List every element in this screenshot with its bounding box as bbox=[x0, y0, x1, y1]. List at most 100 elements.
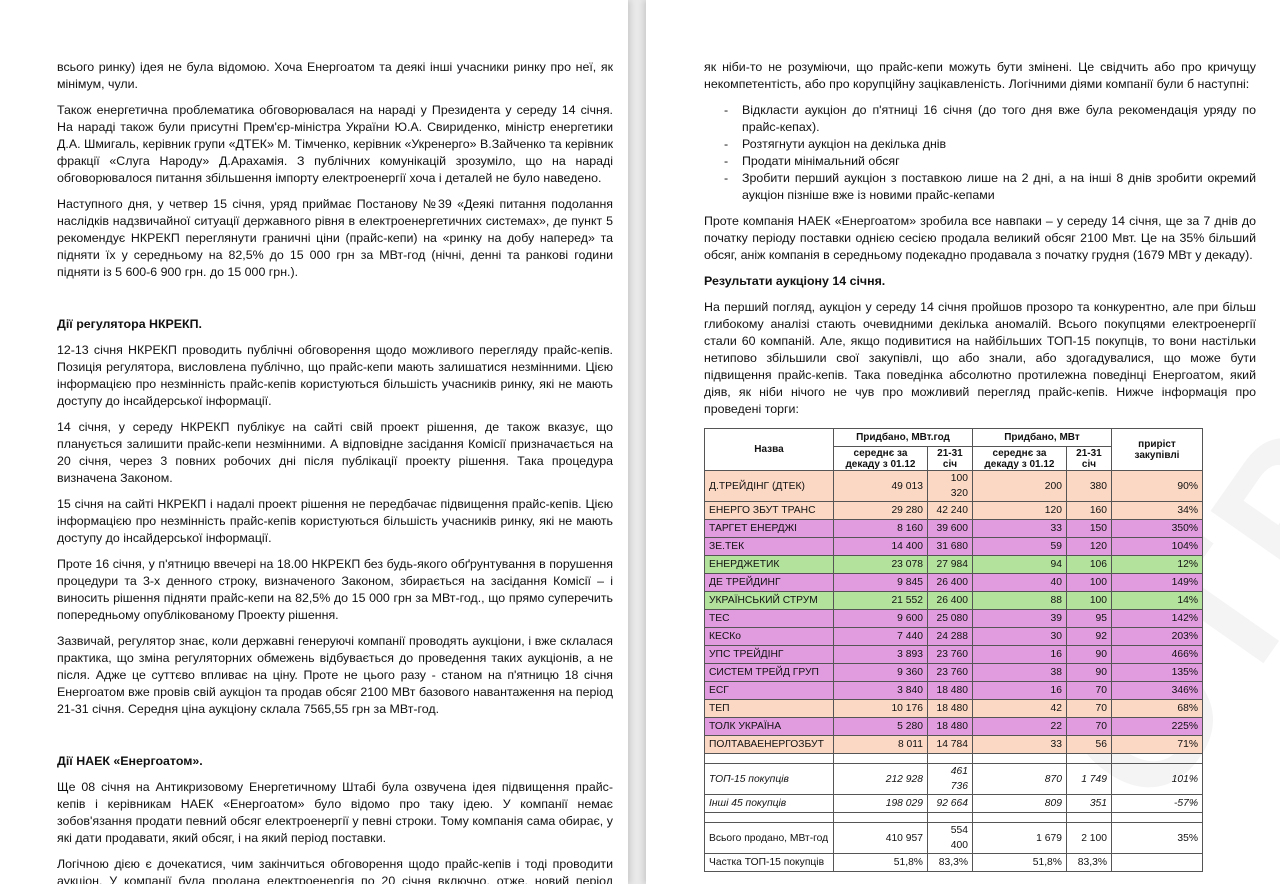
cell-name: ДЕ ТРЕЙДИНГ bbox=[704, 573, 834, 592]
paragraph: 14 січня, у середу НКРЕКП публікує на са… bbox=[57, 420, 613, 485]
cell-value: 40 bbox=[971, 573, 1067, 592]
cell-value: 51,8% bbox=[833, 853, 928, 872]
cell-value bbox=[971, 753, 1067, 764]
table-row bbox=[704, 812, 1203, 823]
cell-value: 42 240 bbox=[926, 501, 973, 520]
cell-value bbox=[926, 753, 973, 764]
cell-value: 27 984 bbox=[926, 555, 973, 574]
section-heading: Дії регулятора НКРЕКП. bbox=[57, 317, 202, 331]
right-page: СТРАНА як ніби-то не розуміючи, що прайс… bbox=[646, 0, 1280, 884]
cell-value bbox=[1111, 812, 1203, 823]
left-page-content: всього ринку) ідея не була відомою. Хоча… bbox=[57, 59, 613, 884]
cell-value: 22 bbox=[971, 717, 1067, 736]
cell-value bbox=[833, 812, 928, 823]
cell-value bbox=[833, 753, 928, 764]
spacer bbox=[57, 727, 613, 753]
cell-value: 14% bbox=[1111, 591, 1203, 610]
cell-value: 83,3% bbox=[1065, 853, 1113, 872]
cell-value: 8 160 bbox=[833, 519, 928, 538]
table-row: Інші 45 покупців 198 029 92 664 809 351 -57% bbox=[704, 794, 1203, 813]
cell-value: 23 078 bbox=[833, 555, 928, 574]
table-row: ЕНЕРДЖЕТИК 23 078 27 984 94 106 12% bbox=[704, 555, 1203, 574]
right-page-content: як ніби-то не розуміючи, що прайс-кепи м… bbox=[704, 59, 1256, 872]
cell-name: ТОП-15 покупців bbox=[704, 763, 834, 795]
cell-value: 14 400 bbox=[833, 537, 928, 556]
bullet-item: Відкласти аукціон до п'ятниці 16 січня (… bbox=[704, 102, 1256, 136]
table-row: ТОП-15 покупців 212 928 461 736 870 1 749 101… bbox=[704, 763, 1203, 795]
cell-value: 2 100 bbox=[1065, 822, 1113, 854]
cell-value: 95 bbox=[1065, 609, 1113, 628]
table-row: ТАРГЕТ ЕНЕРДЖІ 8 160 39 600 33 150 350% bbox=[704, 519, 1203, 538]
cell-value: 380 bbox=[1065, 470, 1113, 502]
cell-name: СИСТЕМ ТРЕЙД ГРУП bbox=[704, 663, 834, 682]
table-row: УКРАЇНСЬКИЙ СТРУМ 21 552 26 400 88 100 14% bbox=[704, 591, 1203, 610]
table-row: ЗЕ.ТЕК 14 400 31 680 59 120 104% bbox=[704, 537, 1203, 556]
cell-value: 23 760 bbox=[926, 663, 973, 682]
cell-value: 90% bbox=[1111, 470, 1203, 502]
cell-value: 29 280 bbox=[833, 501, 928, 520]
table-row: Д.ТРЕЙДІНГ (ДТЕК) 49 013 100 320 200 380 90% bbox=[704, 470, 1203, 502]
cell-value: 70 bbox=[1065, 681, 1113, 700]
cell-value: 14 784 bbox=[926, 735, 973, 754]
cell-value: 83,3% bbox=[926, 853, 973, 872]
cell-value: 18 480 bbox=[926, 717, 973, 736]
cell-value: 870 bbox=[971, 763, 1067, 795]
cell-name: ТЕП bbox=[704, 699, 834, 718]
table-row: ТОЛК УКРАЇНА 5 280 18 480 22 70 225% bbox=[704, 717, 1203, 736]
bullet-item: Зробити перший аукціон з поставкою лише … bbox=[704, 170, 1256, 204]
cell-value: 106 bbox=[1065, 555, 1113, 574]
cell-value: 200 bbox=[971, 470, 1067, 502]
cell-value: 7 440 bbox=[833, 627, 928, 646]
cell-value: 3 840 bbox=[833, 681, 928, 700]
header-purchased-mw: Придбано, МВт bbox=[971, 428, 1113, 447]
cell-name: УПС ТРЕЙДІНГ bbox=[704, 645, 834, 664]
paragraph: Проте компанія НАЕК «Енергоатом» зробила… bbox=[704, 214, 1256, 262]
cell-value: 9 845 bbox=[833, 573, 928, 592]
cell-value bbox=[1065, 812, 1113, 823]
cell-value: 92 664 bbox=[926, 794, 973, 813]
cell-name: УКРАЇНСЬКИЙ СТРУМ bbox=[704, 591, 834, 610]
section-heading: Дії НАЕК «Енергоатом». bbox=[57, 754, 203, 768]
table-row bbox=[704, 753, 1203, 764]
paragraph: Зазвичай, регулятор знає, коли державні … bbox=[57, 634, 613, 716]
cell-value: 160 bbox=[1065, 501, 1113, 520]
cell-value: 16 bbox=[971, 681, 1067, 700]
cell-value bbox=[1065, 753, 1113, 764]
cell-value: 90 bbox=[1065, 645, 1113, 664]
cell-name: ТЕС bbox=[704, 609, 834, 628]
table-row: Частка ТОП-15 покупців 51,8% 83,3% 51,8% 83,… bbox=[704, 853, 1203, 872]
cell-value bbox=[971, 812, 1067, 823]
cell-value bbox=[926, 812, 973, 823]
table-row: УПС ТРЕЙДІНГ 3 893 23 760 16 90 466% bbox=[704, 645, 1203, 664]
cell-name: ТАРГЕТ ЕНЕРДЖІ bbox=[704, 519, 834, 538]
cell-value: -57% bbox=[1111, 794, 1203, 813]
table-row: ДЕ ТРЕЙДИНГ 9 845 26 400 40 100 149% bbox=[704, 573, 1203, 592]
spacer bbox=[57, 290, 613, 316]
table-row: ТЕС 9 600 25 080 39 95 142% bbox=[704, 609, 1203, 628]
cell-value: 150 bbox=[1065, 519, 1113, 538]
cell-value: 16 bbox=[971, 645, 1067, 664]
cell-value: 3 893 bbox=[833, 645, 928, 664]
cell-value: 1 679 bbox=[971, 822, 1067, 854]
section-heading: Результати аукціону 14 січня. bbox=[704, 274, 886, 288]
cell-value: 149% bbox=[1111, 573, 1203, 592]
cell-value: 39 bbox=[971, 609, 1067, 628]
cell-value: 70 bbox=[1065, 699, 1113, 718]
cell-value: 100 bbox=[1065, 573, 1113, 592]
cell-value: 30 bbox=[971, 627, 1067, 646]
bullet-item: Розтягнути аукціон на декілька днів bbox=[704, 136, 1256, 153]
paragraph: Проте 16 січня, у п'ятницю ввечері на 18… bbox=[57, 557, 613, 622]
cell-value: 12% bbox=[1111, 555, 1203, 574]
cell-name: Всього продано, МВт-год bbox=[704, 822, 834, 854]
cell-value: 24 288 bbox=[926, 627, 973, 646]
cell-value bbox=[1111, 753, 1203, 764]
cell-name: Частка ТОП-15 покупців bbox=[704, 853, 834, 872]
bullet-list: Відкласти аукціон до п'ятниці 16 січня (… bbox=[704, 102, 1256, 204]
cell-value: 461 736 bbox=[926, 763, 973, 795]
cell-value: 26 400 bbox=[926, 573, 973, 592]
cell-value: 554 400 bbox=[926, 822, 973, 854]
cell-value: 92 bbox=[1065, 627, 1113, 646]
cell-value: 31 680 bbox=[926, 537, 973, 556]
cell-value: 350% bbox=[1111, 519, 1203, 538]
cell-value: 9 360 bbox=[833, 663, 928, 682]
